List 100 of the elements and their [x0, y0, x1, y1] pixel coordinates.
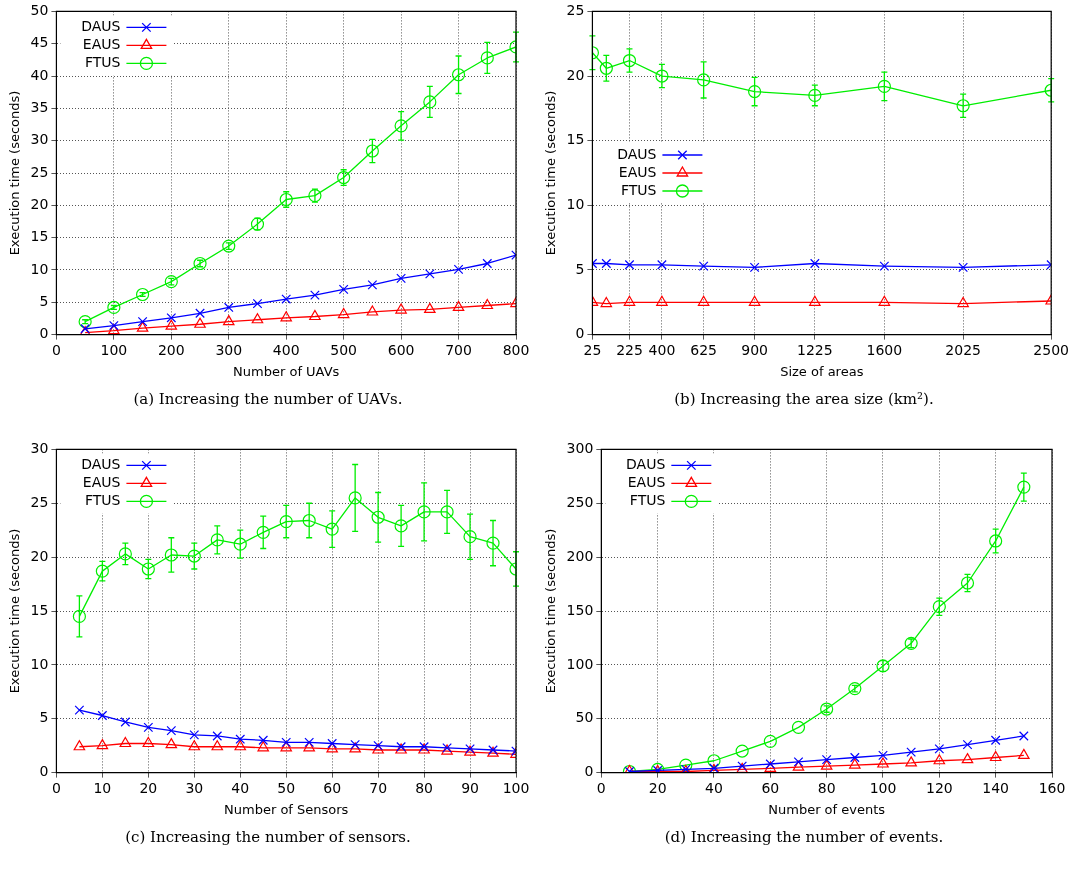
point [211, 740, 224, 751]
point [808, 88, 822, 103]
x-axis-title: Number of Sensors [224, 801, 349, 817]
point [256, 525, 270, 539]
point [958, 262, 968, 273]
point [188, 740, 201, 751]
y-axis-title: Execution time (seconds) [543, 528, 559, 694]
x-tick-label: 20 [648, 779, 667, 796]
point [749, 262, 760, 273]
y-tick-label: 10 [30, 260, 49, 277]
point [878, 295, 891, 306]
legend-label: FTUS [620, 181, 657, 198]
point [697, 295, 710, 306]
y-tick-label: 20 [30, 547, 49, 564]
point [281, 737, 292, 748]
point [482, 258, 493, 269]
x-tick-label: 900 [741, 341, 768, 358]
x-tick-label: 600 [387, 341, 415, 358]
x-tick-label: 80 [415, 779, 433, 796]
y-axis-title: Execution time (seconds) [7, 90, 23, 256]
point [195, 308, 205, 319]
text: (c) Increasing the number of sensors. [124, 828, 412, 846]
y-tick-label: 25 [566, 2, 585, 19]
y-tick-label: 20 [30, 195, 49, 212]
x-tick-label: 500 [330, 341, 358, 358]
x-axis-title: Size of areas [780, 363, 864, 379]
point [280, 311, 292, 322]
point [96, 739, 109, 750]
point [748, 84, 762, 99]
point [849, 758, 861, 769]
point [481, 298, 494, 310]
legend-label: FTUS [629, 492, 666, 509]
point [624, 259, 635, 270]
legend-label: FTUS [84, 54, 121, 71]
x-tick-label: 300 [215, 341, 243, 358]
x-tick-label: 10 [93, 779, 112, 796]
text: (b) Increasing the area size (km²). [673, 390, 935, 408]
point [657, 259, 667, 270]
legend-label: EAUS [82, 36, 121, 53]
y-tick-label: 5 [575, 260, 585, 277]
point [623, 295, 636, 306]
x-tick-label: 70 [369, 779, 388, 796]
x-tick-label: 200 [157, 341, 185, 358]
point [697, 73, 711, 87]
point [371, 510, 385, 524]
y-tick-label: 300 [566, 440, 594, 457]
point [95, 564, 109, 578]
legend-label: FTUS [84, 492, 121, 509]
point [212, 731, 223, 741]
y-tick-label: 5 [39, 709, 49, 726]
point [989, 534, 1003, 548]
x-tick-label: 700 [445, 341, 472, 358]
y-tick-label: 0 [39, 763, 49, 780]
y-axis-title: Execution time (seconds) [543, 90, 559, 256]
point [961, 753, 974, 764]
point [141, 562, 155, 576]
x-tick-label: 800 [502, 341, 530, 358]
point [74, 705, 85, 715]
y-tick-label: 15 [566, 131, 585, 148]
point [905, 756, 917, 767]
legend-label: DAUS [81, 456, 121, 473]
point [810, 258, 820, 269]
point [453, 264, 464, 275]
y-tick-label: 0 [575, 325, 585, 342]
point [655, 69, 669, 83]
y-tick-label: 0 [39, 325, 49, 342]
point [78, 315, 92, 329]
legend-label: DAUS [626, 456, 666, 473]
point [119, 736, 132, 748]
point [820, 759, 833, 770]
point [257, 741, 270, 752]
text: (d) Increasing the number of events. [663, 828, 945, 846]
x-tick-label: 120 [925, 779, 953, 796]
point [136, 321, 149, 332]
y-axis-title: Execution time (seconds) [7, 528, 23, 694]
y-tick-label: 150 [566, 601, 594, 618]
point [365, 144, 379, 158]
y-tick-label: 25 [30, 163, 49, 180]
x-tick-label: 0 [51, 779, 61, 796]
point [599, 61, 613, 75]
point [233, 537, 247, 551]
x-tick-label: 40 [705, 779, 723, 796]
x-tick-label: 1600 [866, 341, 903, 358]
x-axis-title: Number of events [768, 801, 886, 817]
x-tick-label: 400 [272, 341, 300, 358]
point [279, 514, 293, 529]
y-tick-label: 5 [39, 292, 49, 309]
point [486, 536, 500, 550]
point [223, 302, 234, 313]
x-tick-label: 100 [502, 779, 530, 796]
point [337, 307, 350, 319]
y-tick-label: 50 [575, 709, 594, 726]
x-tick-label: 625 [690, 341, 717, 358]
x-tick-label: 140 [982, 779, 1010, 796]
point [327, 738, 338, 749]
legend-label: EAUS [618, 163, 657, 180]
point [1018, 731, 1029, 741]
x-tick-label: 0 [51, 341, 61, 358]
point [748, 295, 761, 306]
y-tick-label: 15 [30, 601, 49, 618]
